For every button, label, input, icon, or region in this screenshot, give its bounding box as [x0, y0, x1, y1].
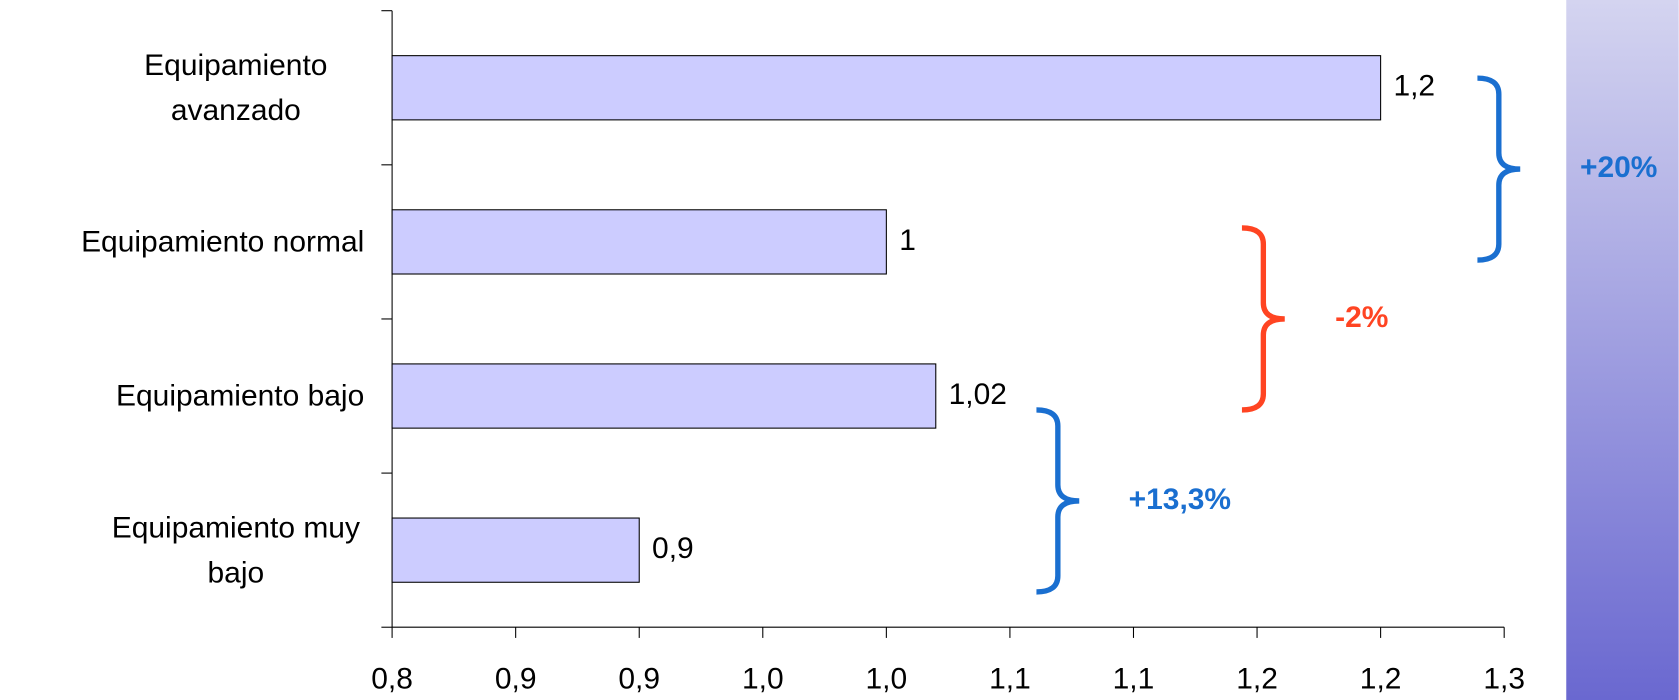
x-tick-label: 1,2	[1360, 663, 1402, 696]
category-cell: Equipamiento muy bajo	[0, 473, 364, 627]
annotation: -2%	[1335, 301, 1388, 334]
brace	[1036, 407, 1080, 595]
bar	[391, 363, 937, 429]
bar	[391, 209, 887, 275]
annotation: +20%	[1580, 151, 1657, 184]
brace	[1477, 75, 1521, 263]
category-cell: Equipamiento bajo	[0, 319, 364, 473]
side-panel	[1566, 0, 1679, 700]
x-tick-label: 1,1	[1113, 663, 1155, 696]
x-tick-label: 1,0	[742, 663, 784, 696]
category-cell: Equipamiento normal	[0, 165, 364, 319]
bar	[391, 55, 1382, 121]
annotation: +13,3%	[1129, 483, 1231, 516]
value-label: 1,2	[1393, 70, 1435, 103]
x-tick-label: 1,2	[1236, 663, 1278, 696]
category-box: Equipamiento normal	[0, 165, 364, 319]
x-tick-label: 1,3	[1483, 663, 1525, 696]
y-tick-label: Equipamiento avanzado	[144, 48, 328, 127]
bar	[391, 517, 640, 583]
x-tick-label: 0,8	[371, 663, 413, 696]
x-tick-label: 0,9	[618, 663, 660, 696]
y-tick-label: Equipamiento bajo	[116, 378, 365, 413]
value-label: 1,02	[949, 378, 1007, 411]
value-label: 0,9	[652, 532, 694, 565]
x-tick-label: 1,1	[989, 663, 1031, 696]
x-tick-label: 1,0	[866, 663, 908, 696]
value-label: 1	[899, 224, 916, 257]
brace	[1241, 225, 1285, 413]
category-box: Equipamiento avanzado	[0, 11, 364, 165]
y-tick-label: Equipamiento normal	[81, 224, 365, 258]
y-tick-label: Equipamiento muy bajo	[111, 510, 360, 589]
category-box: Equipamiento bajo	[0, 319, 364, 473]
x-tick-label: 0,9	[495, 663, 537, 696]
category-box: Equipamiento muy bajo	[0, 473, 364, 627]
category-cell: Equipamiento avanzado	[0, 11, 364, 165]
